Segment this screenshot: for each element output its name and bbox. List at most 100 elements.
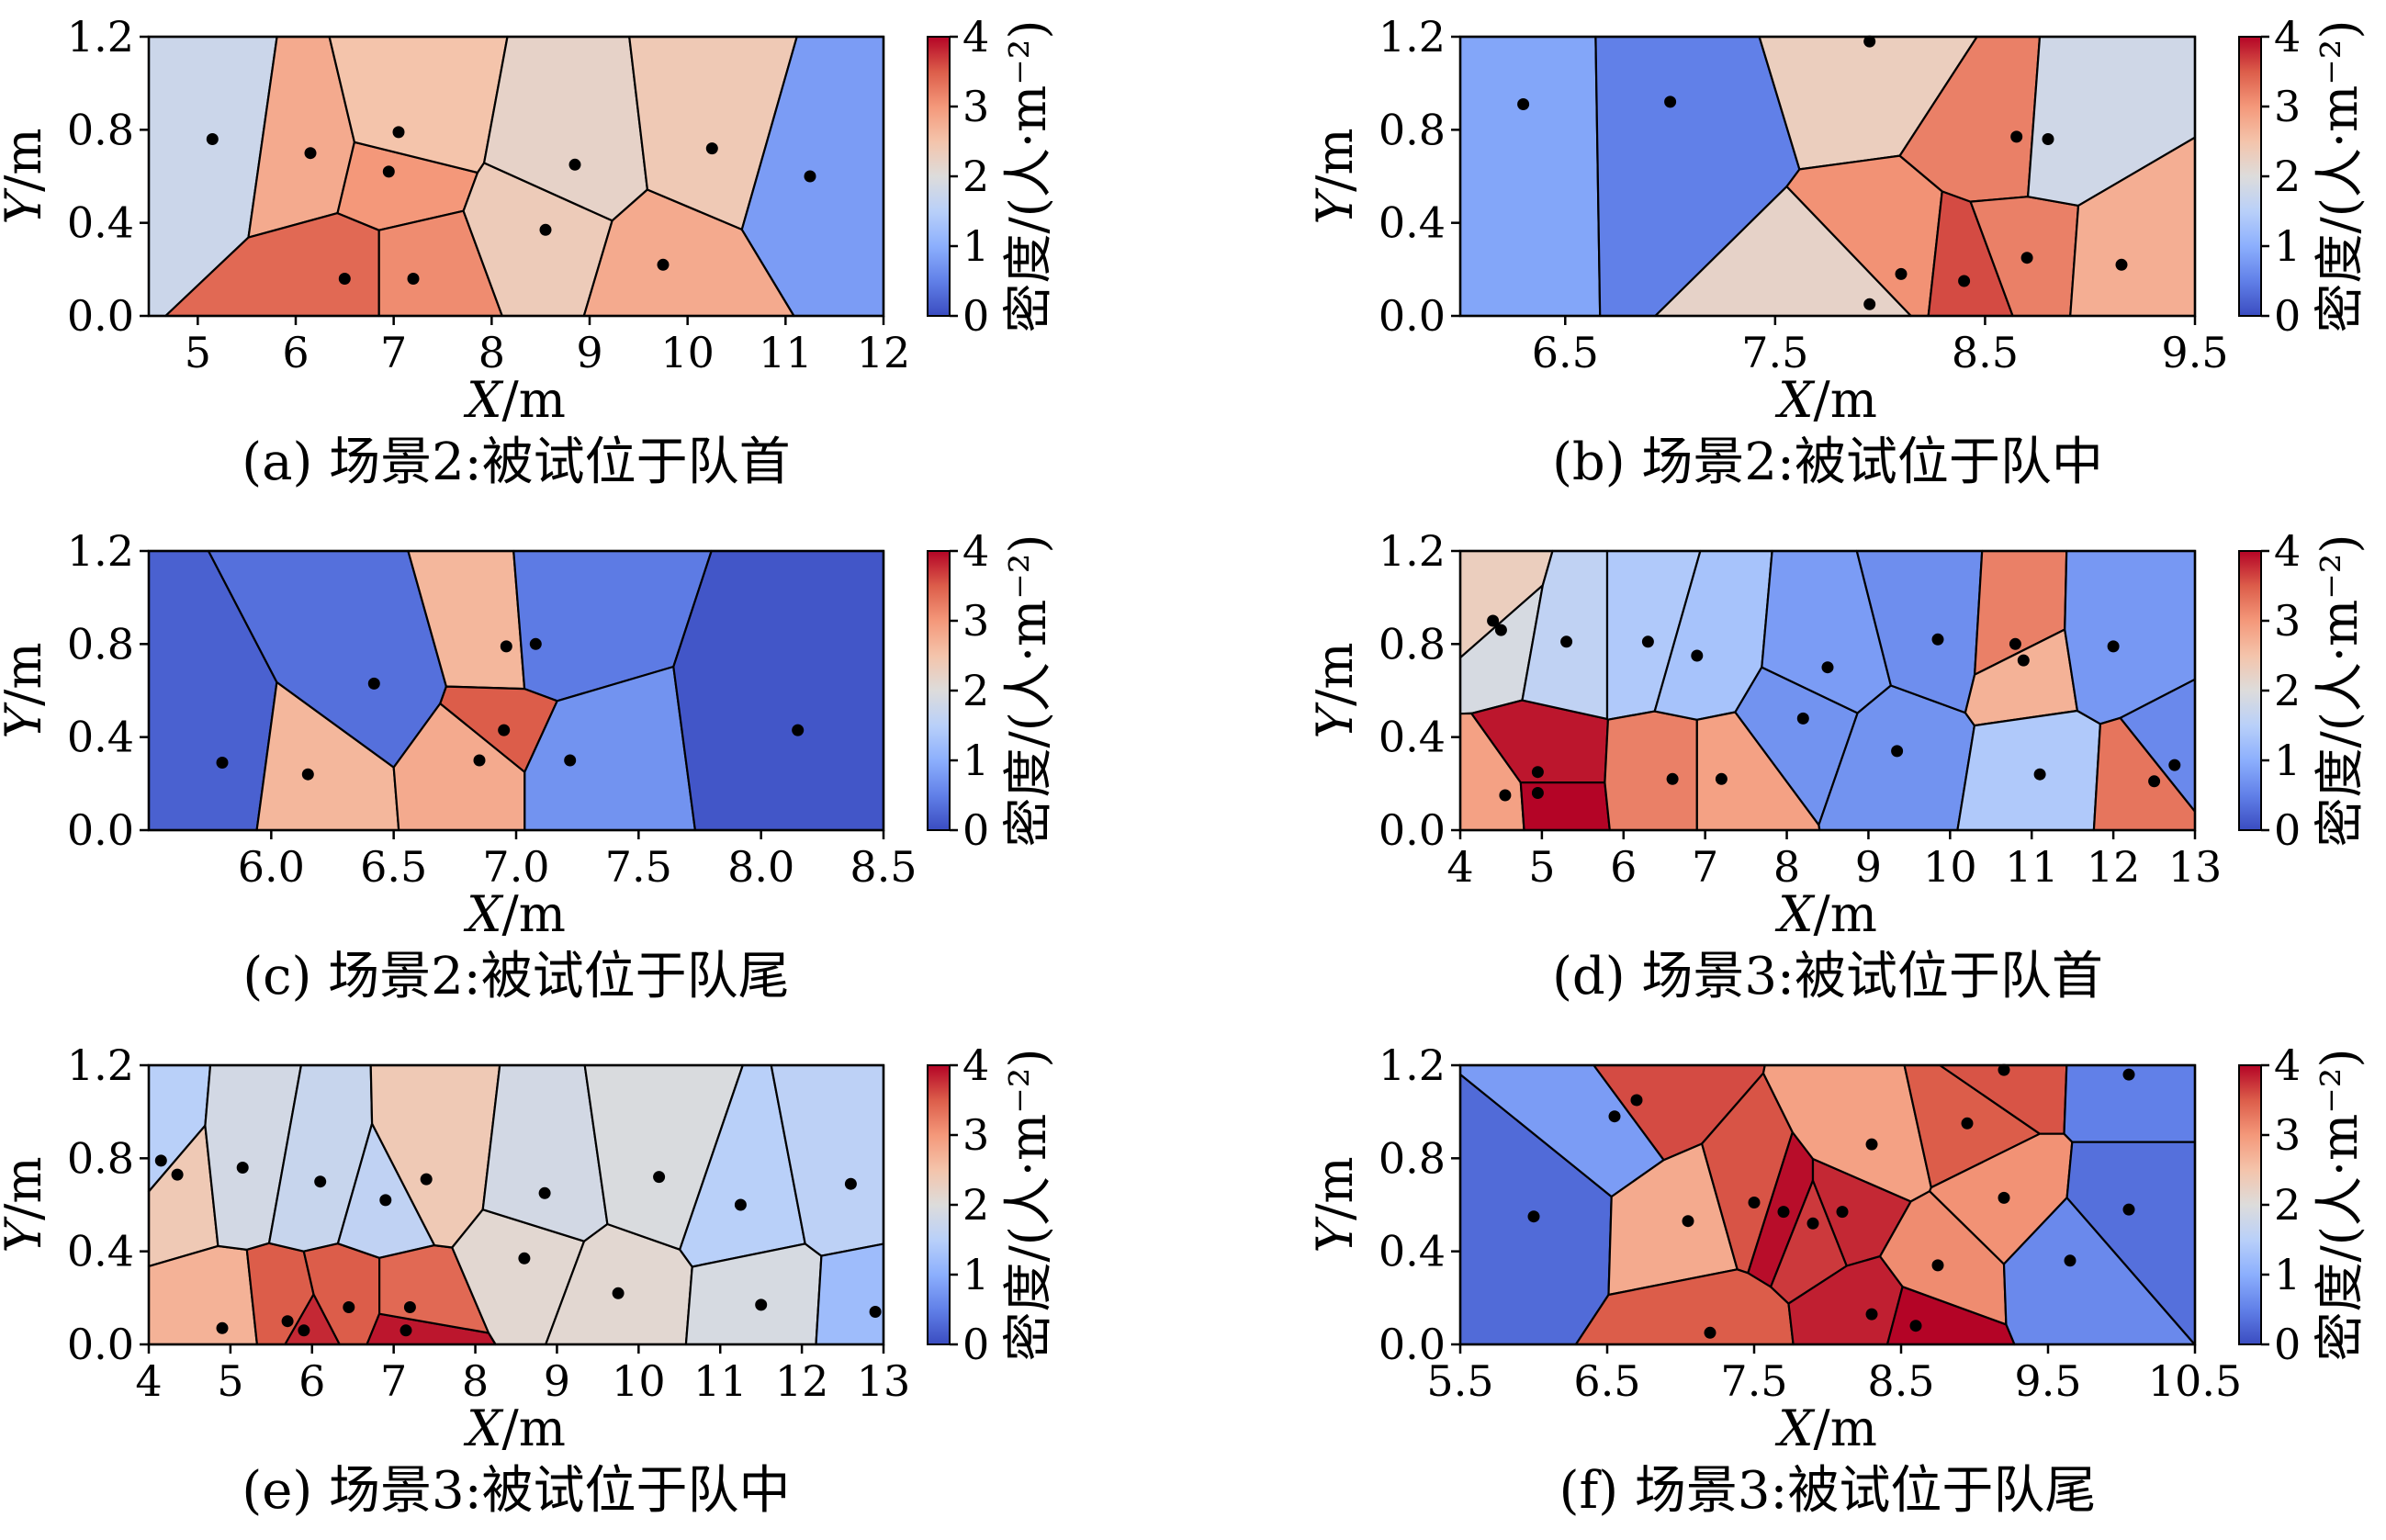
- y-tick-label: 1.2: [1379, 12, 1446, 62]
- y-axis-label: Y/m: [0, 1156, 52, 1253]
- colorbar-gradient: [2238, 1064, 2262, 1345]
- pedestrian-point: [407, 273, 420, 285]
- y-axis: 0.0 0.4 0.8 1.2: [67, 12, 149, 341]
- x-tick-label: 13: [857, 1356, 911, 1406]
- pedestrian-point: [314, 1175, 327, 1188]
- pedestrian-point: [568, 158, 581, 171]
- colorbar-label: 密度/(人·m⁻²): [2311, 534, 2369, 848]
- y-tick-label: 0.0: [1379, 291, 1446, 341]
- x-tick-label: 10: [1923, 842, 1977, 892]
- pedestrian-point: [301, 768, 314, 781]
- voronoi-cells: [1458, 549, 2197, 832]
- y-axis-label: Y/m: [1306, 128, 1364, 224]
- pedestrian-point: [1641, 635, 1654, 648]
- x-tick-label: 8: [478, 328, 505, 377]
- colorbar: 0 1 2 3 4 密度/(人·m⁻²): [2238, 526, 2369, 855]
- pedestrian-point: [1796, 712, 1809, 725]
- x-axis: 4 5 6 7 8 9 10 11 12 13: [135, 1344, 910, 1406]
- colorbar-label: 密度/(人·m⁻²): [999, 20, 1057, 333]
- y-tick-label: 0.8: [1379, 619, 1446, 669]
- x-axis-label: X/m: [1774, 1399, 1877, 1457]
- pedestrian-point: [216, 1321, 229, 1334]
- pedestrian-point: [529, 637, 542, 650]
- panel-caption: (a) 场景2:被试位于队首: [242, 433, 790, 492]
- y-tick-label: 0.8: [1379, 105, 1446, 154]
- colorbar-tick-label: 4: [962, 526, 989, 576]
- x-tick-label: 8: [1773, 842, 1800, 892]
- chart-panel: 6.5 7.5 8.5 9.5 0.0 0.4 0.8 1.2 X/m Y/m 0 1 2 3 4 密度/(人…: [1306, 12, 2369, 492]
- pedestrian-point: [1748, 1197, 1761, 1208]
- y-tick-label: 0.0: [1379, 805, 1446, 855]
- plot-frame: [1458, 1063, 2197, 1346]
- x-tick-label: 10: [660, 328, 715, 377]
- x-tick-label: 7.0: [482, 842, 549, 892]
- pedestrian-points: [1487, 614, 2181, 802]
- y-tick-label: 0.0: [1379, 1320, 1446, 1369]
- x-axis: 6.5 7.5 8.5 9.5: [1532, 316, 2229, 377]
- plot-frame: [1458, 35, 2197, 318]
- colorbar-label: 密度/(人·m⁻²): [2311, 1049, 2369, 1362]
- pedestrian-point: [216, 757, 229, 769]
- y-tick-label: 0.0: [67, 1320, 134, 1369]
- voronoi-cells: [147, 35, 885, 318]
- x-tick-label: 6: [298, 1356, 325, 1406]
- pedestrian-point: [1865, 1138, 1878, 1151]
- y-tick-label: 0.0: [67, 805, 134, 855]
- voronoi-cells: [147, 1063, 885, 1346]
- pedestrian-point: [2064, 1254, 2076, 1267]
- colorbar-tick-label: 1: [962, 1250, 989, 1299]
- x-axis-label: X/m: [463, 1399, 566, 1457]
- x-tick-label: 5: [1528, 842, 1555, 892]
- pedestrian-point: [500, 640, 512, 653]
- y-tick-label: 0.8: [67, 105, 134, 154]
- x-tick-label: 12: [775, 1356, 829, 1406]
- pedestrian-point: [1836, 1206, 1849, 1219]
- y-tick-label: 0.8: [67, 619, 134, 669]
- pedestrian-point: [1863, 298, 1876, 310]
- y-tick-label: 1.2: [67, 12, 134, 62]
- pedestrian-point: [1517, 98, 1530, 110]
- plot-frame: [147, 1063, 885, 1346]
- pedestrian-point: [804, 170, 816, 183]
- voronoi-cells: [147, 549, 885, 832]
- pedestrian-point: [1931, 1259, 1944, 1272]
- pedestrian-point: [1560, 635, 1573, 648]
- chart-panel: 6.0 6.5 7.0 7.5 8.0 8.5 0.0 0.4 0.8 1.2 X/m Y/m 0 1 2 3…: [0, 526, 1057, 1006]
- pedestrian-point: [755, 1298, 768, 1311]
- x-tick-label: 7.5: [1741, 328, 1808, 377]
- pedestrian-point: [1630, 1094, 1643, 1107]
- y-axis-label: Y/m: [1306, 642, 1364, 738]
- colorbar-tick-label: 2: [2274, 666, 2301, 715]
- pedestrian-point: [2122, 1203, 2135, 1216]
- colorbar-tick-label: 2: [962, 152, 989, 201]
- pedestrian-point: [343, 1301, 355, 1313]
- colorbar-label: 密度/(人·m⁻²): [999, 534, 1057, 848]
- y-axis-label: Y/m: [0, 128, 52, 224]
- pedestrian-points: [1517, 35, 2128, 310]
- colorbar-tick-label: 4: [2274, 1040, 2301, 1090]
- pedestrian-point: [2010, 130, 2023, 143]
- x-tick-label: 11: [693, 1356, 748, 1406]
- colorbar-tick-label: 0: [962, 805, 989, 855]
- y-axis: 0.0 0.4 0.8 1.2: [1379, 526, 1460, 855]
- pedestrian-point: [2033, 768, 2046, 781]
- x-tick-label: 6.5: [360, 842, 427, 892]
- pedestrian-point: [154, 1154, 167, 1167]
- x-tick-label: 8.5: [1952, 328, 2019, 377]
- x-tick-label: 12: [857, 328, 911, 377]
- pedestrian-point: [1961, 1117, 1974, 1130]
- x-tick-label: 8.5: [850, 842, 917, 892]
- pedestrian-point: [379, 1194, 392, 1207]
- x-tick-label: 7: [1692, 842, 1718, 892]
- colorbar-gradient: [927, 36, 951, 317]
- pedestrian-point: [538, 1186, 551, 1199]
- voronoi-cell: [1604, 710, 1698, 832]
- pedestrian-point: [1487, 614, 1500, 627]
- pedestrian-point: [2115, 258, 2128, 271]
- pedestrian-point: [2020, 252, 2033, 264]
- pedestrian-points: [154, 1154, 882, 1337]
- y-tick-label: 0.8: [1379, 1133, 1446, 1183]
